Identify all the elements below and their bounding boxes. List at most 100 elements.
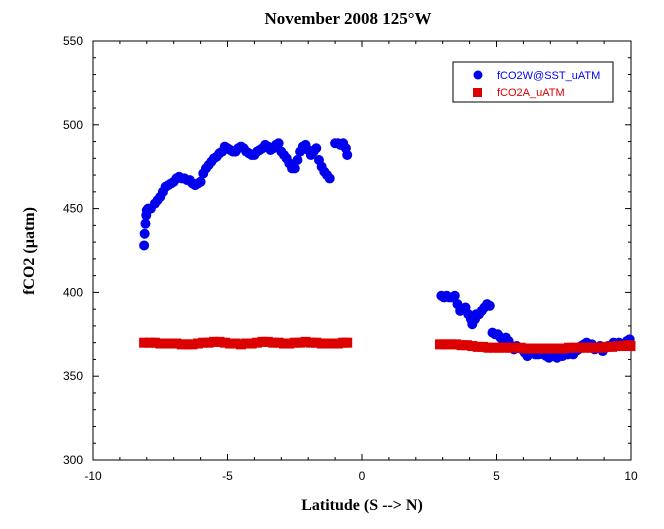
data-point-square	[203, 337, 214, 348]
data-point-square	[553, 343, 564, 354]
data-point-circle	[449, 290, 460, 301]
legend-items: fCO2W@SST_uATM fCO2A_uATM	[473, 70, 600, 99]
data-point-square	[625, 341, 636, 352]
data-point-square	[542, 343, 553, 354]
data-point-square	[521, 343, 532, 354]
y-tick-label: 300	[63, 453, 83, 467]
data-point-square	[591, 342, 602, 353]
data-point-square	[494, 342, 505, 353]
data-point-square	[225, 338, 236, 349]
data-point-square	[322, 338, 333, 349]
data-point-square	[612, 341, 623, 352]
data-point-square	[456, 340, 467, 351]
data-point-square	[214, 336, 225, 347]
data-point-square	[483, 342, 494, 353]
data-point-square	[139, 337, 150, 348]
data-point-square	[445, 339, 456, 350]
data-point-square	[574, 342, 585, 353]
x-tick-label: 5	[493, 469, 500, 483]
data-point-square	[305, 337, 316, 348]
data-point-square	[488, 342, 499, 353]
data-point-circle	[273, 138, 284, 149]
data-point-square	[187, 339, 198, 350]
data-point-square	[166, 338, 177, 349]
data-point-square	[472, 341, 483, 352]
data-point-square	[311, 337, 322, 348]
y-axis: 300 350 400 450 500 550	[63, 34, 631, 467]
plot-frame	[92, 40, 632, 461]
data-point-square	[569, 342, 580, 353]
data-point-square	[585, 342, 596, 353]
data-point-square	[295, 337, 306, 348]
data-point-square	[316, 338, 327, 349]
data-point-square	[198, 337, 209, 348]
data-point-square	[257, 336, 268, 347]
data-point-circle	[289, 163, 300, 174]
data-point-square	[278, 338, 289, 349]
data-point-square	[149, 337, 160, 348]
x-tick-label: 10	[624, 469, 638, 483]
data-point-square	[596, 342, 607, 353]
x-axis: -10 -5 0 5 10	[84, 41, 638, 483]
data-point-square	[440, 339, 451, 350]
data-point-square	[526, 343, 537, 354]
data-point-square	[182, 339, 193, 350]
data-point-square	[531, 343, 542, 354]
data-point-square	[155, 338, 166, 349]
data-point-circle	[139, 240, 150, 251]
series-2	[139, 336, 636, 354]
data-points	[139, 138, 636, 363]
series-1	[139, 138, 635, 363]
data-point-square	[144, 337, 155, 348]
data-point-square	[467, 341, 478, 352]
data-point-square	[246, 338, 257, 349]
data-point-circle	[292, 154, 303, 165]
data-point-square	[219, 337, 230, 348]
data-point-square	[192, 338, 203, 349]
data-point-square	[289, 337, 300, 348]
data-point-circle	[484, 300, 495, 311]
data-point-square	[435, 339, 446, 350]
data-point-square	[171, 338, 182, 349]
data-point-square	[230, 338, 241, 349]
data-point-square	[461, 340, 472, 351]
legend: fCO2W@SST_uATM fCO2A_uATM	[452, 61, 614, 103]
data-point-circle	[311, 143, 322, 154]
y-tick-label: 550	[63, 34, 83, 48]
legend-marker-square	[473, 88, 482, 97]
data-point-square	[252, 337, 263, 348]
data-point-circle	[195, 176, 206, 187]
data-point-square	[332, 338, 343, 349]
data-point-square	[160, 338, 171, 349]
y-tick-label: 400	[63, 285, 83, 299]
data-point-square	[564, 342, 575, 353]
data-point-square	[235, 339, 246, 350]
legend-label: fCO2W@SST_uATM	[497, 70, 600, 82]
data-point-circle	[324, 173, 335, 184]
data-point-circle	[139, 228, 150, 239]
y-tick-label: 500	[63, 118, 83, 132]
legend-marker-circle	[473, 70, 483, 80]
data-point-square	[478, 341, 489, 352]
data-point-circle	[342, 149, 353, 160]
y-tick-label: 350	[63, 369, 83, 383]
x-axis-label: Latitude (S --> N)	[301, 497, 423, 514]
y-tick-label: 450	[63, 202, 83, 216]
data-point-square	[262, 336, 273, 347]
chart-title: November 2008 125°W	[264, 9, 431, 28]
y-axis-label: fCO2 (µatm)	[21, 207, 38, 295]
data-point-square	[504, 342, 515, 353]
data-point-square	[284, 338, 295, 349]
data-point-square	[268, 337, 279, 348]
x-tick-label: 0	[359, 469, 366, 483]
data-point-square	[273, 337, 284, 348]
data-point-square	[580, 342, 591, 353]
x-tick-label: -10	[84, 469, 102, 483]
data-point-square	[342, 337, 353, 348]
data-point-square	[510, 342, 521, 353]
data-point-square	[547, 343, 558, 354]
legend-label: fCO2A_uATM	[497, 87, 565, 99]
data-point-square	[499, 342, 510, 353]
data-point-square	[617, 341, 628, 352]
